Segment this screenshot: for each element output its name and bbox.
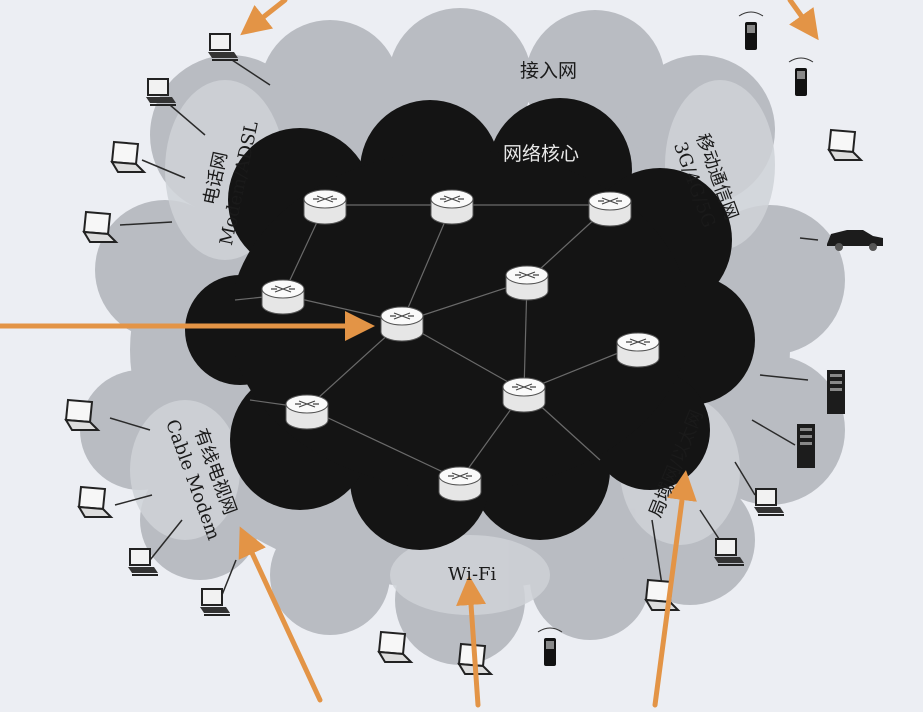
laptop-icon bbox=[78, 486, 112, 518]
router-icon bbox=[380, 306, 424, 342]
router-icon bbox=[261, 279, 305, 315]
laptop-icon bbox=[378, 631, 412, 663]
phone-icon bbox=[738, 11, 764, 51]
arrow-top-right bbox=[787, 0, 819, 41]
network-core-label: 网络核心 bbox=[503, 143, 580, 165]
router-icon bbox=[502, 377, 546, 413]
router-icon bbox=[303, 189, 347, 225]
router-icon bbox=[430, 189, 474, 225]
arrow-to-cable bbox=[238, 526, 323, 703]
arrow-to-wifi bbox=[456, 575, 487, 708]
arrow-top-left bbox=[240, 0, 288, 36]
access-network-label: 接入网 bbox=[520, 60, 578, 82]
wifi-label: Wi-Fi bbox=[448, 564, 497, 585]
annotation-arrows bbox=[0, 0, 819, 708]
router-icon bbox=[588, 191, 632, 227]
router-icon bbox=[505, 265, 549, 301]
car-icon bbox=[827, 230, 883, 251]
laptop-icon bbox=[111, 141, 145, 173]
end-devices bbox=[65, 11, 883, 675]
arrow-to-lan bbox=[652, 470, 697, 708]
phone-icon bbox=[537, 627, 563, 667]
laptop-icon bbox=[828, 129, 862, 161]
desktop-icon bbox=[199, 588, 231, 616]
server-icon bbox=[827, 370, 845, 414]
phone-icon bbox=[788, 57, 814, 97]
router-icon bbox=[438, 466, 482, 502]
router-icon bbox=[285, 394, 329, 430]
server-icon bbox=[797, 424, 815, 468]
desktop-icon bbox=[207, 33, 239, 61]
edge-links bbox=[109, 59, 819, 596]
router-icon bbox=[616, 332, 660, 368]
